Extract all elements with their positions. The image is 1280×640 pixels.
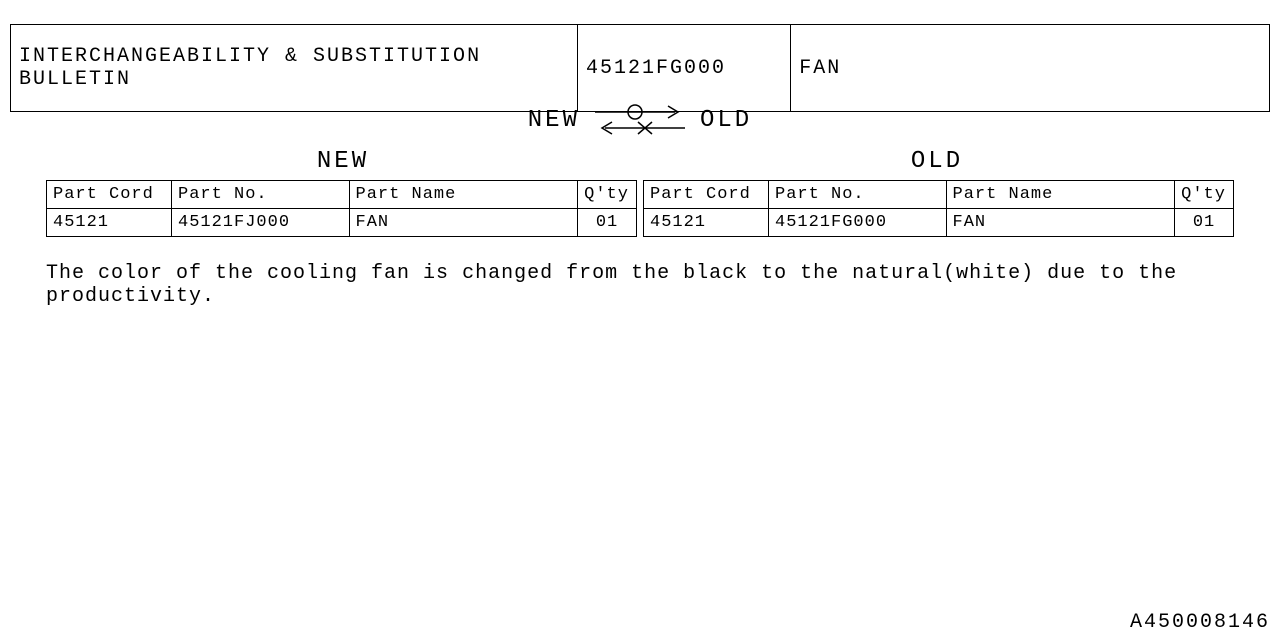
section-labels: NEW OLD [46,148,1234,175]
cell-part-cord: 45121 [644,209,769,237]
cell-part-cord: 45121 [47,209,172,237]
col-part-no: Part No. [172,181,350,209]
col-part-name: Part Name [349,181,578,209]
col-part-cord: Part Cord [47,181,172,209]
table-header-row: Part Cord Part No. Part Name Q'ty [47,181,637,209]
col-part-cord: Part Cord [644,181,769,209]
interchange-arrows-icon [590,100,690,140]
col-qty: Q'ty [578,181,637,209]
interchange-row: NEW OLD [0,100,1280,140]
change-note: The color of the cooling fan is changed … [46,262,1234,308]
page: INTERCHANGEABILITY & SUBSTITUTION BULLET… [0,0,1280,640]
interchange-left-label: NEW [528,107,580,134]
cell-qty: 01 [578,209,637,237]
cell-part-no: 45121FJ000 [172,209,350,237]
interchange-right-label: OLD [700,107,752,134]
header-part-name: FAN [791,25,1270,112]
table-row: 45121 45121FG000 FAN 01 [644,209,1234,237]
table-header-row: Part Cord Part No. Part Name Q'ty [644,181,1234,209]
col-part-no: Part No. [769,181,947,209]
parts-tables: Part Cord Part No. Part Name Q'ty 45121 … [46,180,1234,237]
col-qty: Q'ty [1175,181,1234,209]
cell-part-name: FAN [349,209,578,237]
document-number: A450008146 [1130,611,1270,634]
header-title: INTERCHANGEABILITY & SUBSTITUTION BULLET… [11,25,578,112]
cell-part-name: FAN [946,209,1175,237]
old-parts-table: Part Cord Part No. Part Name Q'ty 45121 … [643,180,1234,237]
section-label-old: OLD [640,148,1234,175]
cell-part-no: 45121FG000 [769,209,947,237]
header-table: INTERCHANGEABILITY & SUBSTITUTION BULLET… [10,24,1270,112]
cell-qty: 01 [1175,209,1234,237]
header-part-no: 45121FG000 [577,25,790,112]
section-label-new: NEW [46,148,640,175]
table-row: 45121 45121FJ000 FAN 01 [47,209,637,237]
col-part-name: Part Name [946,181,1175,209]
new-parts-table: Part Cord Part No. Part Name Q'ty 45121 … [46,180,637,237]
